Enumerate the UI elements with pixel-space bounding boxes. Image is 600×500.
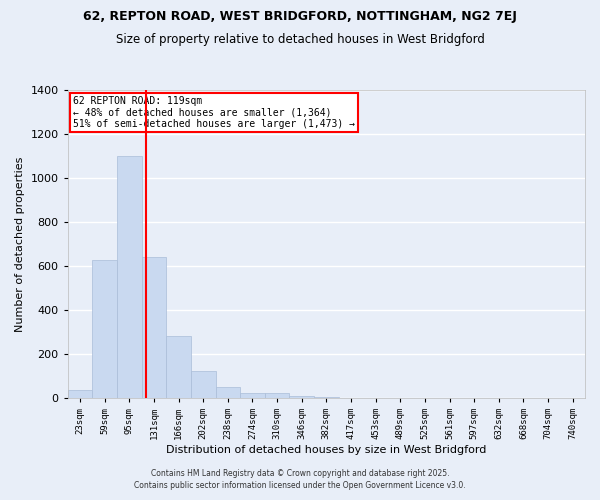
Bar bbox=[142, 257, 166, 398]
X-axis label: Distribution of detached houses by size in West Bridgford: Distribution of detached houses by size … bbox=[166, 445, 487, 455]
Bar bbox=[289, 396, 314, 398]
Bar bbox=[68, 390, 92, 398]
Text: 62 REPTON ROAD: 119sqm
← 48% of detached houses are smaller (1,364)
51% of semi-: 62 REPTON ROAD: 119sqm ← 48% of detached… bbox=[73, 96, 355, 129]
Bar bbox=[92, 260, 117, 398]
Bar bbox=[314, 397, 338, 398]
Bar bbox=[265, 392, 289, 398]
Bar bbox=[240, 392, 265, 398]
Y-axis label: Number of detached properties: Number of detached properties bbox=[15, 156, 25, 332]
Bar bbox=[166, 336, 191, 398]
Bar bbox=[215, 387, 240, 398]
Text: Contains HM Land Registry data © Crown copyright and database right 2025.
Contai: Contains HM Land Registry data © Crown c… bbox=[134, 468, 466, 490]
Bar bbox=[191, 370, 215, 398]
Text: Size of property relative to detached houses in West Bridgford: Size of property relative to detached ho… bbox=[116, 32, 484, 46]
Bar bbox=[117, 156, 142, 398]
Text: 62, REPTON ROAD, WEST BRIDGFORD, NOTTINGHAM, NG2 7EJ: 62, REPTON ROAD, WEST BRIDGFORD, NOTTING… bbox=[83, 10, 517, 23]
